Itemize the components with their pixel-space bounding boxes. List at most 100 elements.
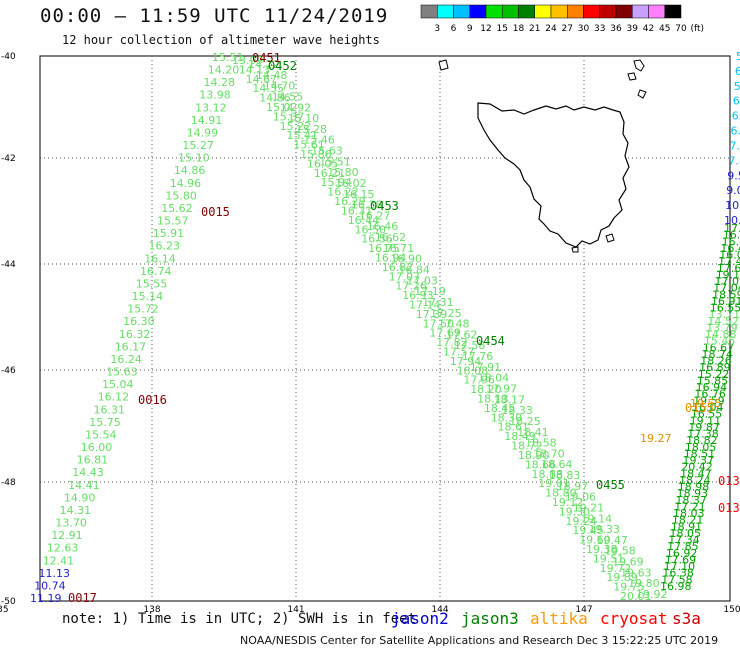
wave-height-value: 14.99 [187,127,219,140]
wave-height-value: 19.55 [690,397,722,410]
wave-height-value: 14.48 [256,69,288,82]
wave-height-value: 13.12 [195,101,227,114]
wave-height-value: 13.70 [55,517,87,530]
longitude-tick-label: 141 [287,605,304,615]
pass-time-label: 0015 [201,205,230,219]
color-scale-label: 9 [467,24,473,34]
island-king [438,59,449,71]
wave-height-value: 16.80 [722,235,740,248]
island-east [637,89,647,99]
wave-height-value: 17.76 [462,350,494,363]
wave-height-value: 17.21 [674,500,706,513]
wave-height-value: 19.69 [612,556,644,569]
wave-height-value: 17.69 [429,327,461,340]
wave-height-value: 18.08 [457,364,489,377]
wave-height-value: 14.13 [239,63,270,76]
longitude-tick-label: 147 [575,605,592,615]
wave-height-value: 18.37 [675,494,707,507]
wave-height-value: 19.11 [690,414,722,427]
wave-height-value: 18.13 [477,393,509,406]
wave-height-value: 16.89 [699,361,731,374]
wave-height-value: 15.10 [178,152,210,165]
longitude-tick-label: 144 [431,605,448,615]
wave-height-value: 7.9 [730,140,740,153]
wave-height-value: 19.47 [596,534,628,547]
wave-height-value: 16.56 [361,233,393,246]
wave-height-value: 16.91 [711,295,740,308]
wave-height-value: 5.5 [734,80,740,93]
wave-height-value: 15.62 [161,202,193,215]
wave-height-value: 14.31 [60,504,92,517]
wave-height-value: 16.38 [662,567,694,580]
island-south [605,233,615,243]
latitude-tick-label: -50 [1,597,16,607]
wave-height-value: 6.3 [731,125,740,138]
wave-height-value: 16.93 [402,289,434,302]
wave-height-value: 18.74 [702,348,734,361]
wave-height-value: 16.09 [719,249,740,262]
pass-time-label: 0455 [596,478,625,492]
wave-height-value: 15.94 [321,176,353,189]
wave-height-value: 16.15 [343,188,375,201]
wave-height-value: 15.86 [300,148,332,161]
wave-height-value: 15.63 [106,366,138,379]
color-scale-label: 30 [578,24,590,34]
wave-height-value: 16.27 [359,209,391,222]
pass-time-label: 0452 [268,59,297,73]
wave-height-value: 18.88 [532,468,564,481]
satellite-legend-item: jason2 [391,609,449,628]
wave-height-value: 15.51 [319,155,351,168]
wave-height-value: 18.98 [678,481,710,494]
wave-height-value: 15.51 [212,51,244,64]
wave-height-value: 18.97 [557,480,589,493]
wave-height-value: 13.71 [709,308,740,321]
wave-height-value: 17.25 [430,307,462,320]
wave-height-value: 16.00 [81,441,113,454]
wave-height-value: 19.58 [604,545,636,558]
wave-height-value: 16.75 [368,242,400,255]
wave-height-value: 15.80 [327,166,359,179]
wave-height-value: 15.91 [153,227,185,240]
wave-height-value: 19.51 [593,552,625,565]
wave-height-value: 16.46 [367,220,399,233]
satellite-legend-item: jason3 [461,609,519,628]
longitude-tick-label: 138 [143,605,160,615]
wave-height-value: 17.47 [718,255,740,268]
longitude-tick-label: 150 [723,605,740,615]
map-frame [39,55,731,602]
color-scale-label: 39 [627,24,639,34]
satellite-tracks: 15.5114.2014.2813.9813.1214.9114.9915.27… [30,50,740,605]
wave-height-value: 12.91 [51,529,82,542]
wave-height-value: 17.14 [409,299,441,312]
wave-height-value: 15.28 [296,123,328,136]
wave-height-value: 16.92 [666,547,698,560]
wave-height-value: 19.89 [606,571,638,584]
wave-height-value: 7.8 [728,154,740,167]
wave-height-value: 14.28 [204,76,236,89]
wave-height-value: 16.90 [391,253,423,266]
wave-height-value: 16.02 [335,177,367,190]
wave-height-value: 10.74 [34,579,65,592]
wave-height-value: 17.03 [406,274,438,287]
wave-height-value: 16.17 [115,340,147,353]
wave-height-value: 18.93 [677,487,709,500]
wave-height-value: 14.70 [264,80,296,93]
wave-height-value: 16.22 [327,186,359,199]
wave-height-value: 12.63 [47,542,79,555]
pass-time-label: 013 [718,474,740,488]
wave-height-value: 19.63 [620,566,652,579]
wave-height-value: 19.33 [589,523,621,536]
wave-height-value: 17.58 [454,339,486,352]
wave-height-value: 16.05 [307,157,339,170]
wave-height-value: 15.27 [182,139,214,152]
wave-height-value: 19.72 [600,562,632,575]
map-subtitle: 12 hour collection of altimeter wave hei… [62,33,380,47]
wave-height-value: 19.27 [640,432,672,445]
color-scale-label: 12 [480,24,491,34]
wave-height-value: 17.38 [687,428,719,441]
wave-height-value: 14.96 [170,177,202,190]
wave-height-value: 14.86 [174,164,206,177]
wave-height-value: 18.25 [509,415,541,428]
wave-height-value: 10.3 [725,199,740,212]
